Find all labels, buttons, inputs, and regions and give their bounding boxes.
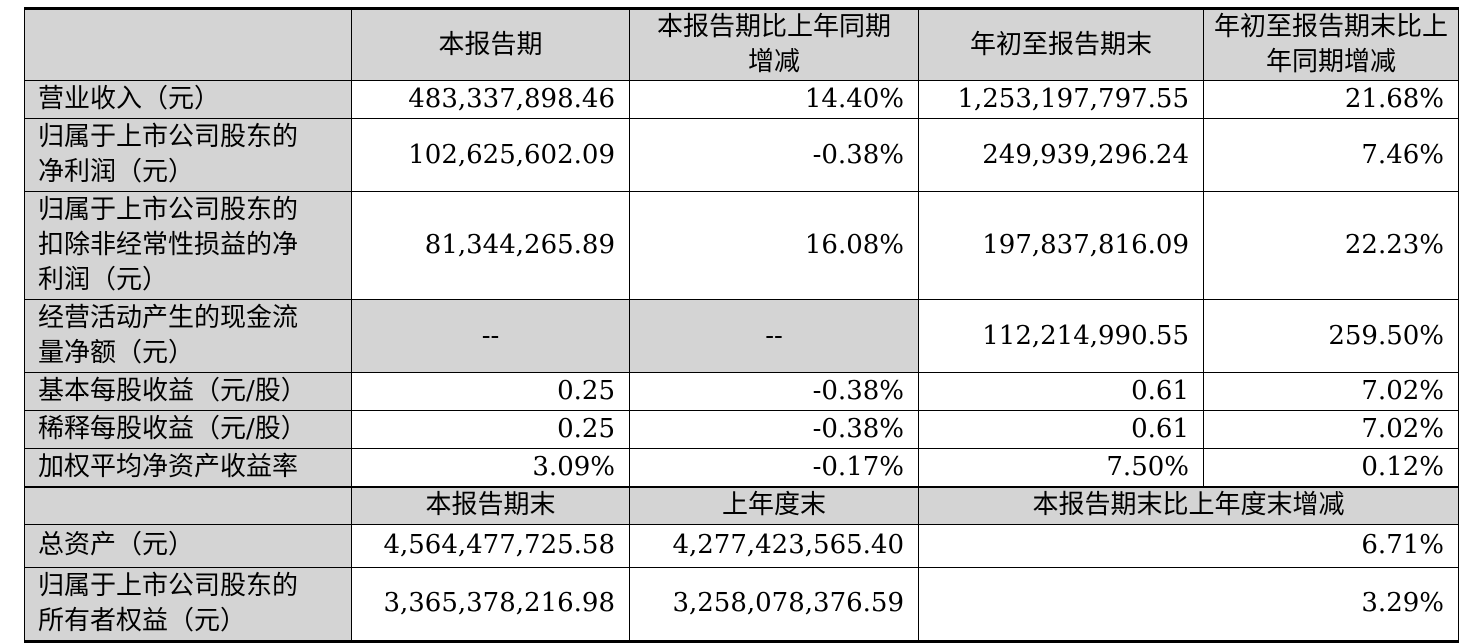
- metric-label: 基本每股收益（元/股）: [24, 372, 352, 411]
- metric-label: 营业收入（元）: [24, 80, 352, 119]
- value-ytd-yoy: 7.46%: [1203, 118, 1459, 192]
- value-ytd: 0.61: [918, 410, 1204, 449]
- value-change: 3.29%: [918, 566, 1459, 642]
- financial-summary-table: 本报告期 本报告期比上年同期 增减 年初至报告期末 年初至报告期末比上 年同期增…: [24, 7, 1459, 643]
- value-current-yoy: 14.40%: [629, 80, 919, 119]
- header-current-yoy: 本报告期比上年同期 增减: [629, 8, 919, 81]
- value-ytd-yoy: 0.12%: [1203, 448, 1459, 488]
- value-prev-year-end: 4,277,423,565.40: [629, 523, 919, 568]
- value-ytd-yoy: 7.02%: [1203, 372, 1459, 411]
- value-current: --: [351, 299, 630, 373]
- value-ytd: 197,837,816.09: [918, 191, 1204, 300]
- row-diluted-eps: 稀释每股收益（元/股） 0.25 -0.38% 0.61 7.02%: [24, 410, 1459, 449]
- row-operating-revenue: 营业收入（元） 483,337,898.46 14.40% 1,253,197,…: [24, 80, 1459, 119]
- header-metric-blank: [24, 486, 352, 525]
- value-ytd: 7.50%: [918, 448, 1204, 488]
- row-operating-cash-flow: 经营活动产生的现金流 量净额（元） -- -- 112,214,990.55 2…: [24, 299, 1459, 373]
- value-period-end: 3,365,378,216.98: [351, 566, 630, 642]
- row-owners-equity: 归属于上市公司股东的 所有者权益（元） 3,365,378,216.98 3,2…: [24, 566, 1459, 642]
- value-ytd-yoy: 259.50%: [1203, 299, 1459, 373]
- value-current-yoy: 16.08%: [629, 191, 919, 300]
- value-prev-year-end: 3,258,078,376.59: [629, 566, 919, 642]
- header-ytd-yoy: 年初至报告期末比上 年同期增减: [1203, 8, 1459, 81]
- value-current: 102,625,602.09: [351, 118, 630, 192]
- financial-summary-table-wrap: 本报告期 本报告期比上年同期 增减 年初至报告期末 年初至报告期末比上 年同期增…: [24, 7, 1459, 643]
- header-row-period: 本报告期 本报告期比上年同期 增减 年初至报告期末 年初至报告期末比上 年同期增…: [24, 8, 1459, 81]
- metric-label: 归属于上市公司股东的 净利润（元）: [24, 118, 352, 192]
- header-row-period-end: 本报告期末 上年度末 本报告期末比上年度末增减: [24, 486, 1459, 525]
- header-metric-blank: [24, 8, 352, 81]
- value-ytd-yoy: 7.02%: [1203, 410, 1459, 449]
- value-ytd-yoy: 22.23%: [1203, 191, 1459, 300]
- value-period-end: 4,564,477,725.58: [351, 523, 630, 568]
- header-prev-year-end: 上年度末: [629, 486, 919, 525]
- value-ytd: 249,939,296.24: [918, 118, 1204, 192]
- value-current-yoy: -0.38%: [629, 410, 919, 449]
- row-total-assets: 总资产（元） 4,564,477,725.58 4,277,423,565.40…: [24, 523, 1459, 568]
- value-change: 6.71%: [918, 523, 1459, 568]
- metric-label: 归属于上市公司股东的 扣除非经常性损益的净 利润（元）: [24, 191, 352, 300]
- metric-label: 加权平均净资产收益率: [24, 448, 352, 488]
- metric-label: 总资产（元）: [24, 523, 352, 568]
- header-period-end: 本报告期末: [351, 486, 630, 525]
- metric-label: 经营活动产生的现金流 量净额（元）: [24, 299, 352, 373]
- row-net-profit: 归属于上市公司股东的 净利润（元） 102,625,602.09 -0.38% …: [24, 118, 1459, 192]
- header-current-period: 本报告期: [351, 8, 630, 81]
- row-weighted-avg-roe: 加权平均净资产收益率 3.09% -0.17% 7.50% 0.12%: [24, 448, 1459, 488]
- metric-label: 归属于上市公司股东的 所有者权益（元）: [24, 566, 352, 642]
- row-basic-eps: 基本每股收益（元/股） 0.25 -0.38% 0.61 7.02%: [24, 372, 1459, 411]
- value-ytd: 112,214,990.55: [918, 299, 1204, 373]
- value-current: 0.25: [351, 372, 630, 411]
- value-current: 3.09%: [351, 448, 630, 488]
- value-current-yoy: --: [629, 299, 919, 373]
- value-current: 483,337,898.46: [351, 80, 630, 119]
- value-current: 81,344,265.89: [351, 191, 630, 300]
- value-current-yoy: -0.38%: [629, 372, 919, 411]
- header-ytd: 年初至报告期末: [918, 8, 1204, 81]
- value-current-yoy: -0.17%: [629, 448, 919, 488]
- header-period-end-change: 本报告期末比上年度末增减: [918, 486, 1459, 525]
- metric-label: 稀释每股收益（元/股）: [24, 410, 352, 449]
- value-ytd: 0.61: [918, 372, 1204, 411]
- value-current: 0.25: [351, 410, 630, 449]
- value-ytd-yoy: 21.68%: [1203, 80, 1459, 119]
- value-current-yoy: -0.38%: [629, 118, 919, 192]
- value-ytd: 1,253,197,797.55: [918, 80, 1204, 119]
- row-net-profit-excl-nonrecurring: 归属于上市公司股东的 扣除非经常性损益的净 利润（元） 81,344,265.8…: [24, 191, 1459, 300]
